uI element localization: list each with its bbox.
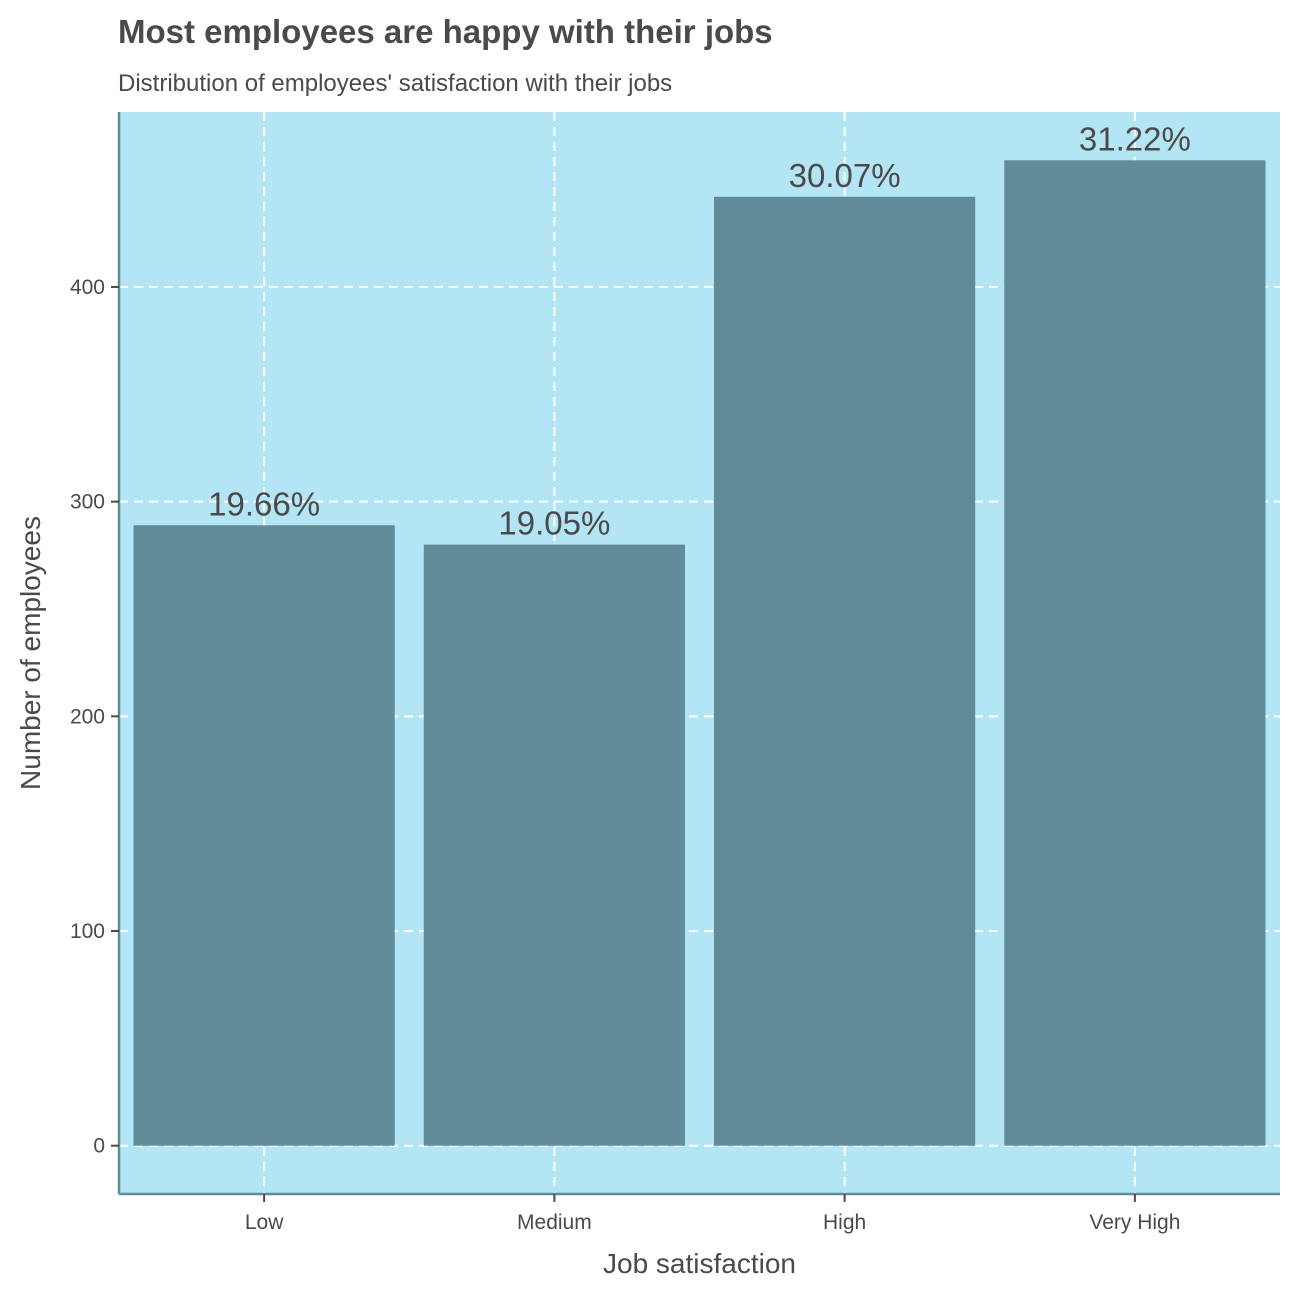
y-tick-label: 400 <box>70 276 105 299</box>
y-tick-label: 200 <box>70 705 105 728</box>
data-label: 19.66% <box>208 485 320 522</box>
x-tick-label: Low <box>245 1211 284 1234</box>
x-tick-label: Medium <box>517 1211 592 1234</box>
bar-high <box>714 196 976 1146</box>
x-tick-label: Very High <box>1089 1211 1180 1234</box>
data-label: 31.22% <box>1079 120 1191 157</box>
axes: 0 100 200 300 400 Low Medium High Very High <box>70 112 1280 1234</box>
bars <box>133 160 1266 1146</box>
bar-medium <box>423 544 685 1146</box>
bar-low <box>133 525 395 1146</box>
bar-very-high <box>1004 160 1266 1146</box>
y-tick-label: 100 <box>70 920 105 943</box>
y-tick-label: 300 <box>70 491 105 514</box>
chart-title: Most employees are happy with their jobs <box>118 13 773 50</box>
data-label: 30.07% <box>789 157 901 194</box>
y-axis-title: Number of employees <box>15 516 46 790</box>
chart-subtitle: Distribution of employees' satisfaction … <box>118 70 672 97</box>
x-tick-label: High <box>823 1211 866 1234</box>
data-labels: 19.66% 19.05% 30.07% 31.22% <box>208 120 1191 541</box>
y-tick-label: 0 <box>93 1135 105 1158</box>
data-label: 19.05% <box>498 505 610 542</box>
x-axis-title: Job satisfaction <box>603 1248 796 1279</box>
